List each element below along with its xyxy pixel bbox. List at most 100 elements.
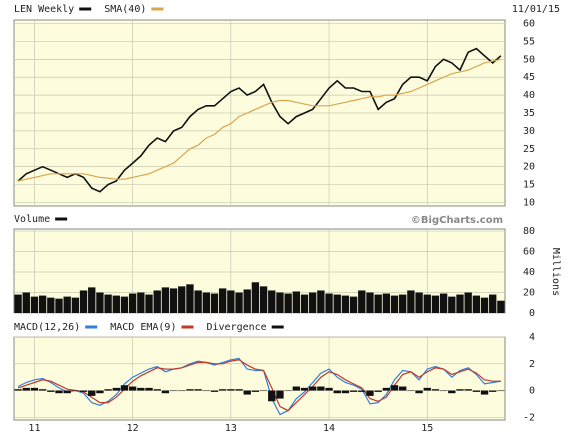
x-tick-label: 13 [225,423,237,434]
bar [325,387,333,391]
bar [14,294,22,313]
bar [390,385,399,391]
bar [309,292,317,313]
bar [472,390,481,392]
bar [431,389,440,391]
series-line [17,47,502,193]
bar [235,292,243,313]
bar [480,390,489,395]
bar [30,296,39,313]
bar [47,390,55,392]
bar [276,292,284,313]
bar [194,389,202,391]
bar [382,293,391,313]
y-tick-label: 45 [523,72,535,83]
bar [137,292,145,313]
bar [464,292,472,313]
bar [448,390,456,394]
bar [218,288,227,313]
bar [456,294,464,313]
bar [169,288,178,313]
bar [423,294,431,313]
x-tick-label: 15 [421,423,433,434]
x-tick-label: 12 [127,423,139,434]
bar [333,390,341,394]
y-tick-label: 25 [523,144,535,155]
legend-label: LEN Weekly [14,4,74,15]
legend-label: Volume [14,214,50,225]
bar [112,295,120,313]
series-line [17,357,501,416]
y-tick-label: 0 [529,386,535,397]
bar [349,296,358,313]
bar [104,389,112,391]
bar [71,297,80,313]
bar [333,294,341,313]
bar [415,292,423,313]
chart-date: 11/01/15 [512,4,560,15]
bar [104,294,112,313]
y-tick-label: 60 [523,19,535,30]
bar [366,390,374,396]
bar [202,390,210,392]
bar [407,290,415,313]
bar [71,390,80,392]
series-line [17,359,501,412]
bar [161,287,170,313]
bar [497,390,505,392]
bar [284,390,292,392]
panel [13,228,506,314]
bar [448,296,456,313]
y-tick-label: 20 [523,288,535,299]
bar [497,300,505,313]
legend-label: SMA(40) [104,4,146,15]
bar [22,292,30,313]
bar [30,387,39,391]
bar [112,387,120,391]
bar [128,386,137,391]
bar [120,385,129,391]
bar [292,386,301,391]
bar [96,390,104,394]
bar [366,292,374,313]
bar [439,390,448,392]
bar [79,390,88,392]
bar [284,293,292,313]
bar [374,390,382,392]
legend-label: MACD EMA(9) [110,322,176,333]
bar [202,292,210,313]
bar [186,284,194,313]
bar [235,389,243,391]
x-tick-label: 14 [323,423,335,434]
bar [128,293,137,313]
axis-label: Millions [550,248,561,296]
bar [38,389,47,391]
bar [137,387,145,391]
bar [464,389,472,391]
bar [153,389,161,391]
bar [309,386,317,391]
bar [251,282,260,313]
bar [374,294,382,313]
bar [268,290,276,313]
bar [227,389,235,391]
bar [325,293,333,313]
bar [55,298,63,313]
panel [13,336,506,421]
bar [489,294,497,313]
bar [399,294,407,313]
y-tick-label: 20 [523,162,535,173]
bar [317,386,325,391]
bar [145,387,153,391]
bar [88,287,96,313]
bar [227,290,235,313]
bar [423,387,431,391]
y-tick-label: -2 [523,412,535,423]
bar [178,286,186,313]
series-line [17,58,502,182]
bar [480,297,489,313]
bar [382,387,391,391]
bar [439,293,448,313]
bar [276,390,284,399]
bar [14,389,22,391]
